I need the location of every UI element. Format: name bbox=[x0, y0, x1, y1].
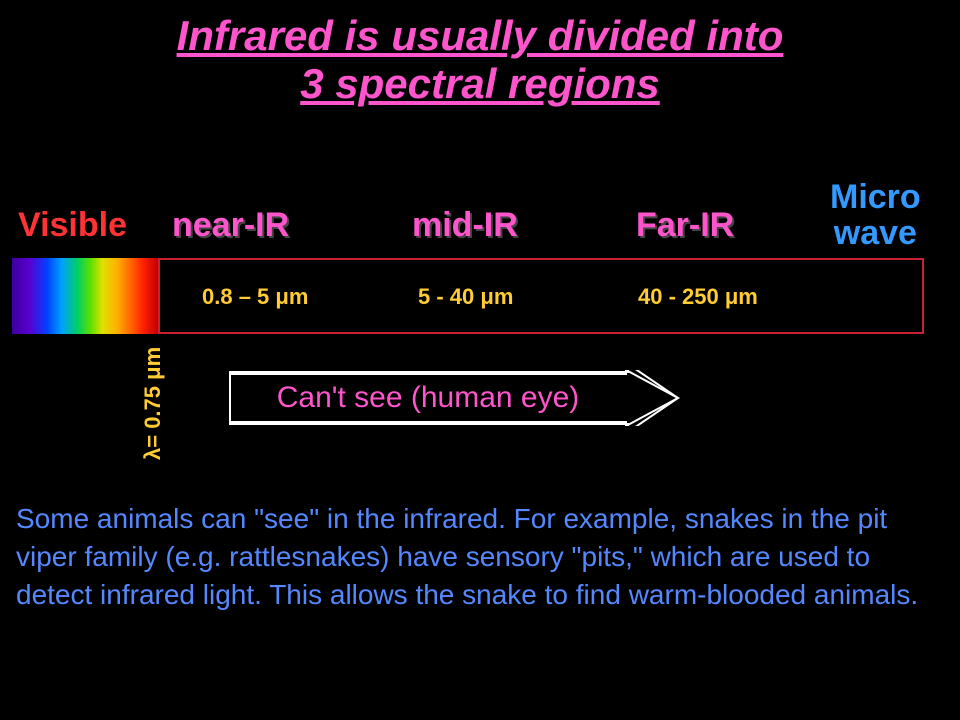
label-microwave: Microwave bbox=[830, 180, 921, 251]
body-paragraph: Some animals can "see" in the infrared. … bbox=[16, 500, 936, 613]
title-line2: 3 spectral regions bbox=[300, 60, 659, 107]
label-near-ir: near-IR bbox=[172, 206, 289, 245]
label-visible: Visible bbox=[18, 206, 127, 245]
label-mid-ir: mid-IR bbox=[412, 206, 518, 245]
title-line1: Infrared is usually divided into bbox=[177, 12, 784, 59]
wavelength-ranges: 0.8 – 5 μm 5 - 40 μm 40 - 250 μm bbox=[0, 284, 960, 314]
slide-title: Infrared is usually divided into 3 spect… bbox=[0, 12, 960, 109]
arrow-label: Can't see (human eye) bbox=[228, 370, 628, 426]
range-mid-ir: 5 - 40 μm bbox=[418, 284, 513, 310]
range-far-ir: 40 - 250 μm bbox=[638, 284, 758, 310]
cant-see-arrow: Can't see (human eye) bbox=[228, 370, 680, 426]
region-labels-row: Visible near-IR mid-IR Far-IR Microwave bbox=[0, 170, 960, 250]
range-near-ir: 0.8 – 5 μm bbox=[202, 284, 308, 310]
lambda-boundary-note: λ= 0.75 μm bbox=[140, 347, 166, 460]
label-far-ir: Far-IR bbox=[636, 206, 734, 245]
